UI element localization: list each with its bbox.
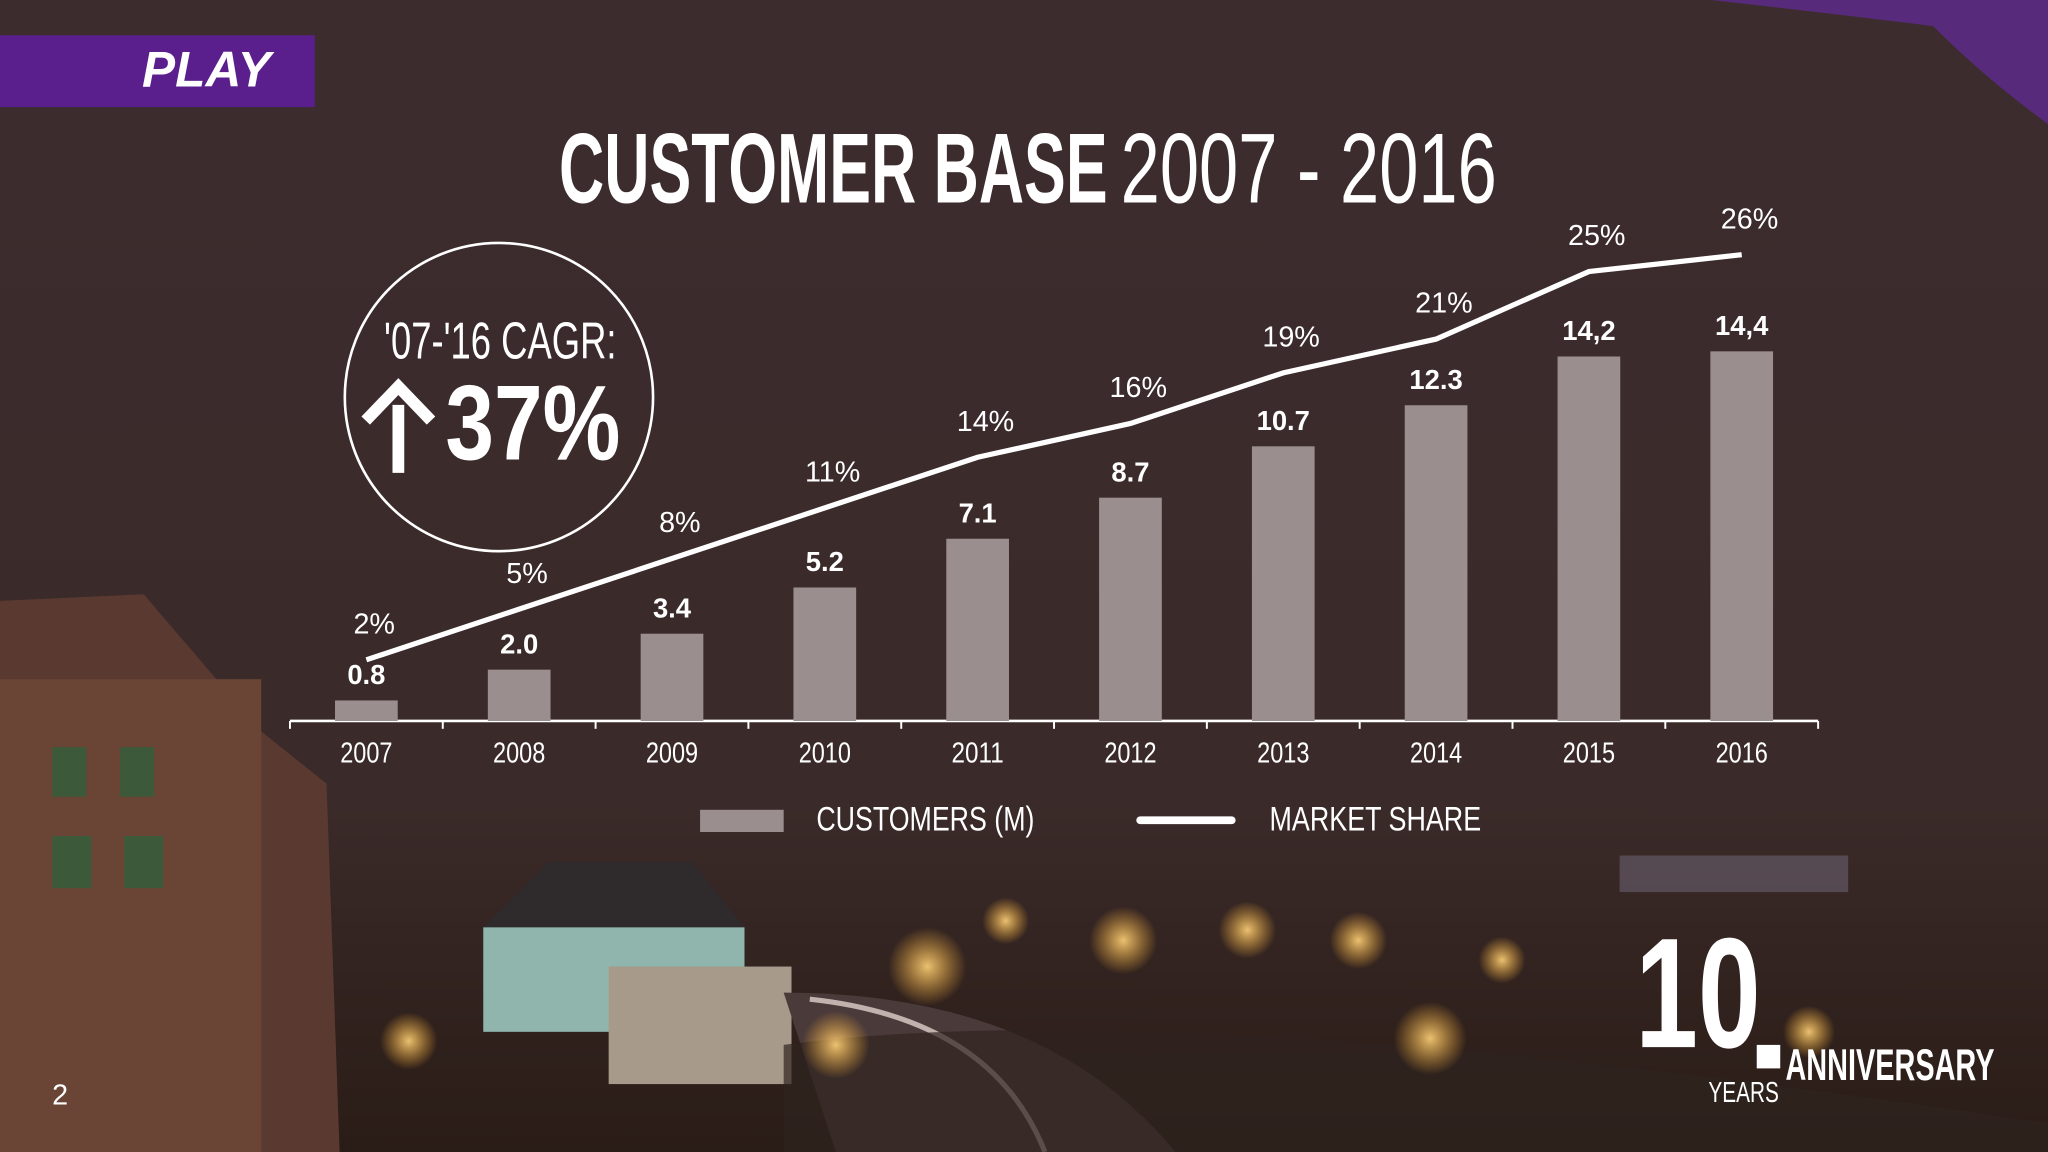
bar — [793, 587, 857, 721]
bar-value-label: 12.3 — [1409, 364, 1462, 395]
x-tick-label: 2012 — [1104, 738, 1156, 770]
legend-label: MARKET SHARE — [1270, 801, 1482, 839]
plot: 2007 2008 2009 2010 2011 2012 2013 2014 2015 2016… — [288, 203, 1820, 839]
line-value-label: 11% — [805, 457, 860, 489]
badge-word: ANNIVERSARY — [1785, 1041, 1994, 1090]
city-scene — [0, 594, 2048, 1152]
line — [365, 252, 1743, 663]
line-value-label: 26% — [1721, 203, 1778, 235]
bar-value-label: 14,4 — [1715, 310, 1769, 341]
chart-subtitle: 2007 - 2016 — [1121, 114, 1497, 225]
badge-years: YEARS — [1708, 1077, 1779, 1109]
line-value-label: 25% — [1568, 220, 1625, 252]
bar — [946, 538, 1009, 721]
bar — [487, 669, 551, 721]
badge-dot — [1756, 1044, 1781, 1069]
page-number: 2 — [52, 1080, 68, 1112]
bar — [1251, 446, 1315, 721]
bar — [335, 700, 398, 721]
logo: PLAY — [142, 41, 275, 97]
x-tick-label: 2016 — [1716, 738, 1768, 770]
x-tick-label: 2011 — [952, 738, 1004, 770]
bar — [1404, 405, 1468, 721]
line-value-label: 21% — [1415, 288, 1472, 320]
x-tick-label: 2008 — [493, 738, 545, 770]
legend-label: CUSTOMERS (M) — [816, 801, 1034, 839]
bar-value-label: 3.4 — [653, 592, 692, 623]
line-value-label: 16% — [1110, 372, 1167, 404]
ribbon — [1711, 0, 2048, 125]
bar-value-label: 8.7 — [1111, 456, 1149, 487]
bar — [1557, 356, 1621, 721]
x-tick-label: 2013 — [1257, 738, 1309, 770]
bar-value-label: 5.2 — [806, 546, 844, 577]
x-tick-label: 2007 — [340, 738, 392, 770]
bar-value-label: 10.7 — [1257, 405, 1310, 436]
line-value-label: 19% — [1262, 321, 1319, 353]
bar-value-label: 0.8 — [347, 659, 385, 690]
line-value-label: 8% — [659, 507, 701, 539]
line-value-label: 2% — [353, 608, 395, 640]
x-tick-label: 2014 — [1410, 738, 1462, 770]
bar — [640, 633, 704, 721]
badge-number: 10 — [1635, 906, 1760, 1081]
x-tick-label: 2009 — [646, 738, 698, 770]
up-arrow — [361, 378, 436, 473]
bar-value-label: 14,2 — [1562, 315, 1615, 346]
cagr-value: 37% — [445, 362, 620, 482]
line-value-label: 5% — [506, 558, 548, 590]
chart-title: CUSTOMER BASE — [559, 114, 1108, 225]
line-value-label: 14% — [957, 406, 1014, 438]
bar-value-label: 2.0 — [500, 628, 538, 659]
cagr-label: '07-'16 CAGR: — [384, 313, 616, 371]
x-tick-label: 2015 — [1563, 738, 1615, 770]
legend-swatch — [700, 809, 784, 832]
logo-box — [0, 35, 315, 108]
bar-value-label: 7.1 — [959, 497, 997, 528]
cagr-circle — [343, 241, 655, 553]
x-tick-label: 2010 — [799, 738, 851, 770]
bar — [1099, 497, 1162, 721]
bar — [1710, 351, 1774, 721]
